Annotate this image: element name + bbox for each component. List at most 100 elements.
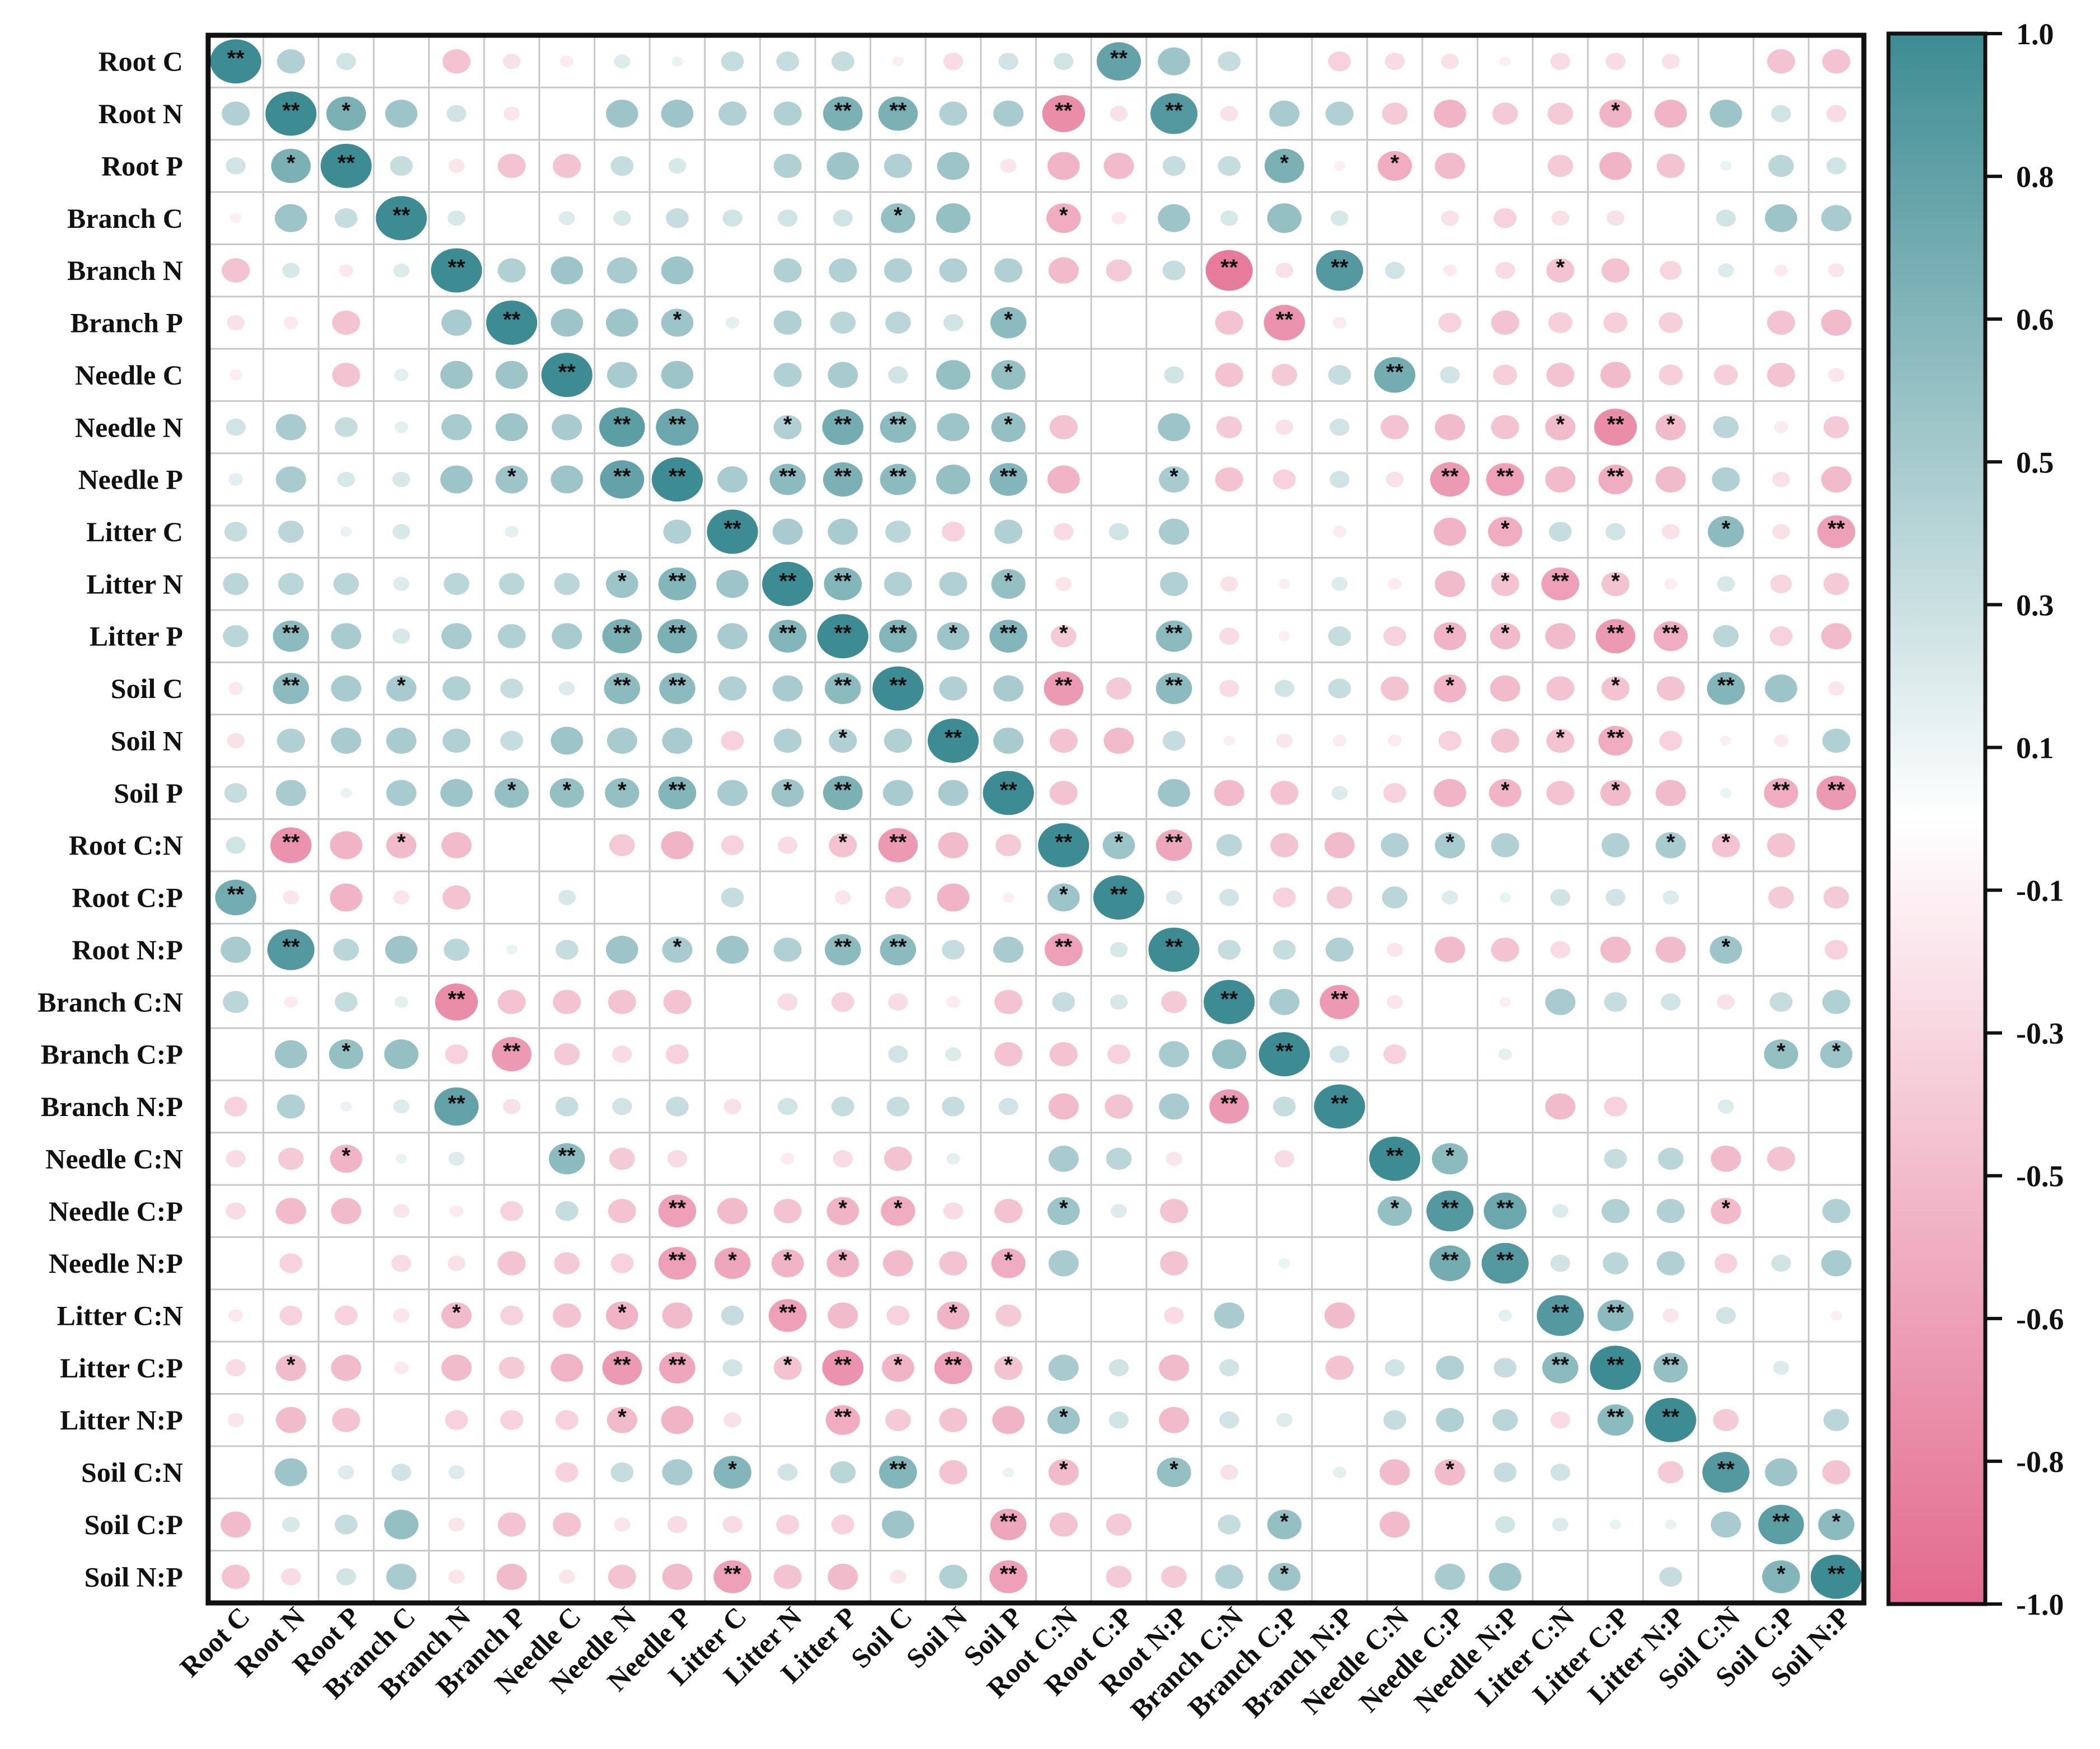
row-label: Soil N:P: [84, 1561, 183, 1592]
cell-litter-n-p-vs-soil-c: [885, 1409, 911, 1431]
cell-root-c-n-vs-soil-n: [938, 832, 969, 859]
cell-branch-n-p-vs-soil-p: [998, 1098, 1018, 1115]
cell-needle-c-vs-soil-c-p: [1767, 363, 1796, 387]
cell-branch-c-vs-root-c-p: [1111, 212, 1126, 224]
cell-root-c-p-vs-root-p: [330, 883, 363, 912]
cell-soil-c-p-vs-litter-n: [776, 1514, 800, 1535]
cell-litter-n-vs-litter-p: [824, 568, 862, 601]
cell-root-p-vs-root-c: [225, 157, 246, 175]
significance-mark: **: [889, 935, 907, 959]
cell-soil-p-vs-soil-p: [983, 771, 1034, 815]
significance-mark: **: [834, 99, 852, 123]
significance-mark: **: [834, 465, 852, 489]
cell-soil-c-p-vs-root-p: [335, 1514, 358, 1535]
cell-soil-c-vs-litter-n-p: [1656, 676, 1685, 701]
significance-mark: *: [1280, 1509, 1289, 1534]
significance-mark: *: [342, 1039, 351, 1064]
cell-soil-n-vs-soil-c-p: [1774, 734, 1788, 747]
cell-branch-c-vs-soil-c: [881, 203, 915, 233]
cell-litter-c-vs-root-p: [340, 527, 352, 537]
cell-root-n-p-vs-soil-c: [880, 934, 917, 965]
row-label: Litter N: [86, 568, 183, 599]
cell-litter-n-vs-soil-n: [939, 571, 967, 596]
cell-soil-p-vs-litter-c-p: [1600, 780, 1631, 806]
cell-needle-n-vs-needle-c-p: [1435, 414, 1465, 440]
significance-mark: *: [1445, 1457, 1454, 1482]
cell-litter-n-vs-litter-c-n: [1541, 568, 1580, 601]
cell-soil-n-vs-branch-n: [442, 728, 471, 753]
significance-mark: **: [1607, 412, 1625, 437]
cell-needle-n-vs-soil-p: [991, 412, 1026, 442]
cell-needle-n-vs-soil-c: [880, 411, 917, 443]
cell-needle-c-p-vs-root-n: [275, 1198, 306, 1225]
cell-root-c-p-vs-soil-n-p: [1823, 886, 1849, 909]
row-label: Branch C:P: [41, 1039, 183, 1070]
cell-needle-p-vs-root-c: [228, 473, 243, 486]
cell-needle-n-p-vs-root-n-p: [1160, 1251, 1188, 1276]
significance-mark: **: [1827, 778, 1845, 803]
cell-needle-c-vs-litter-n: [773, 363, 802, 387]
cell-needle-n-vs-needle-n: [599, 407, 645, 447]
colorbar-tick-label: -0.6: [2016, 1302, 2064, 1336]
cell-soil-c-p-vs-branch-c: [384, 1509, 419, 1540]
cell-branch-c-n-vs-litter-p: [831, 992, 854, 1012]
cell-branch-c-n-vs-branch-c: [394, 996, 408, 1008]
cell-litter-n-vs-branch-c-p: [1279, 579, 1290, 589]
cell-soil-c-p-vs-litter-c: [722, 1516, 743, 1534]
cell-branch-c-vs-soil-c-p: [1765, 204, 1797, 232]
significance-mark: *: [783, 778, 792, 803]
significance-mark: *: [1501, 569, 1510, 593]
cell-soil-c-p-vs-needle-p: [667, 1516, 688, 1534]
cell-needle-c-n-vs-needle-c-n: [1369, 1136, 1421, 1181]
cell-soil-c-vs-root-n-p: [1155, 673, 1192, 705]
cell-root-n-vs-branch-c-p: [1269, 100, 1300, 127]
cell-branch-p-vs-needle-c-p: [1438, 312, 1462, 333]
cell-needle-n-vs-branch-p: [495, 413, 528, 442]
cell-branch-n-vs-litter-n: [773, 258, 802, 283]
cell-needle-n-vs-litter-n-p: [1655, 414, 1686, 440]
row-label: Needle N: [75, 411, 183, 443]
cell-needle-n-p-vs-branch-n: [448, 1255, 466, 1271]
cell-branch-n-p-vs-branch-c-p: [1272, 1096, 1296, 1117]
cell-needle-n-vs-litter-n: [773, 415, 802, 439]
cell-branch-c-vs-litter-c: [722, 209, 743, 227]
cell-needle-p-vs-branch-n-p: [1329, 471, 1350, 488]
cell-soil-c-vs-litter-p: [825, 673, 861, 705]
cell-needle-c-p-vs-litter-c: [717, 1198, 748, 1225]
cell-litter-p-vs-soil-n: [937, 622, 970, 650]
cell-needle-c-p-vs-soil-c-n: [1711, 1198, 1741, 1225]
row-label: Needle N:P: [49, 1248, 183, 1279]
cell-root-p-vs-litter-n: [773, 153, 802, 179]
cell-needle-c-p-vs-needle-p: [658, 1194, 697, 1228]
row-label: Root N: [98, 98, 183, 129]
significance-mark: *: [1115, 830, 1124, 855]
cell-needle-n-p-vs-litter-n: [771, 1249, 804, 1278]
cell-soil-c-vs-needle-n: [604, 673, 641, 705]
cell-branch-c-n-vs-needle-c: [553, 990, 581, 1014]
cell-root-p-vs-needle-c-n: [1378, 151, 1412, 181]
cell-soil-n-vs-root-n: [276, 728, 305, 753]
significance-mark: *: [1445, 621, 1454, 646]
cell-soil-c-p-vs-litter-c-n: [1552, 1517, 1568, 1532]
cell-root-c-vs-branch-n-p: [1328, 51, 1351, 72]
cell-litter-c-vs-branch-n-p: [1332, 526, 1347, 538]
cell-branch-n-vs-litter-c-p: [1601, 258, 1630, 283]
row-label: Needle C:P: [49, 1195, 183, 1227]
colorbar-tick-label: -1.0: [2016, 1588, 2064, 1621]
cell-branch-n-vs-root-c: [222, 258, 250, 283]
cell-needle-c-vs-needle-c: [541, 353, 593, 397]
colorbar: 1.0 0.8 0.6 0.5 0.3 0.1 -0.1 -0.3 -0.5 -0.6 -0.8 -1…: [1886, 17, 2064, 1621]
cell-needle-c-p-vs-litter-c-p: [1601, 1199, 1630, 1223]
cell-needle-p-vs-soil-p: [989, 463, 1028, 496]
cell-needle-c-p-vs-soil-n-p: [1822, 1199, 1850, 1223]
cell-branch-c-vs-needle-n-p: [1493, 208, 1517, 228]
colorbar-tick-label: 0.6: [2016, 303, 2054, 336]
cell-root-c-p-vs-soil-n: [937, 883, 970, 912]
row-label: Root N:P: [72, 934, 183, 965]
cell-root-c-vs-root-n: [276, 49, 305, 74]
cell-branch-n-vs-litter-p: [829, 258, 857, 283]
significance-mark: *: [838, 1196, 847, 1221]
cell-root-n-p-vs-branch-n-p: [1325, 937, 1354, 962]
significance-mark: *: [397, 830, 406, 855]
cell-root-c-p-vs-soil-p: [1002, 892, 1014, 903]
